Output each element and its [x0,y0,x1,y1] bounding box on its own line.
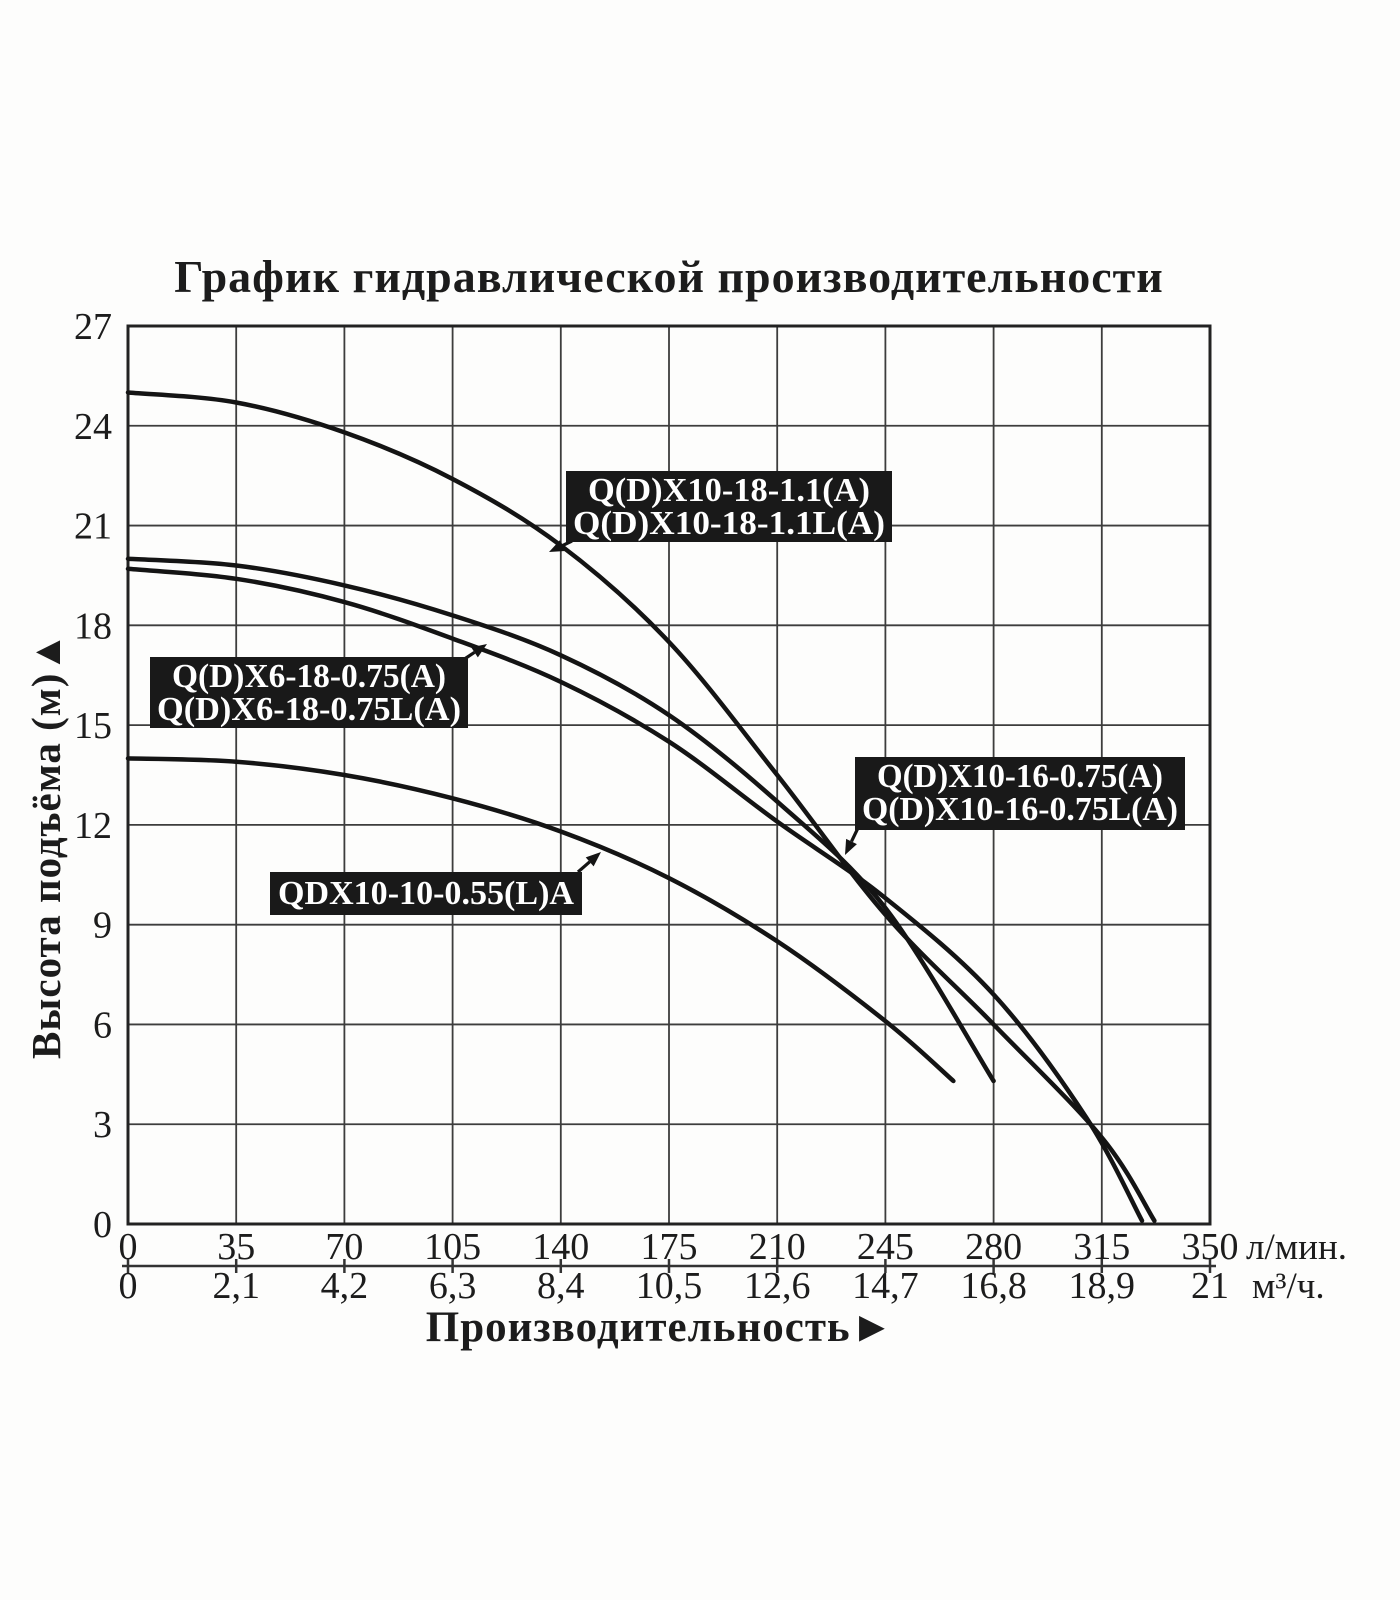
x-axis-title: Производительность► [426,1304,894,1351]
y-tick-label: 21 [74,506,112,548]
series-label-text: Q(D)X10-18-1.1(A) [588,472,870,509]
x-secondary-tick-labels: 0 2,1 4,2 6,3 8,4 10,5 12,6 14,7 16,8 18,9 21 [119,1265,1230,1307]
x-tick-label-m3h: 6,3 [429,1265,477,1307]
x-axis-unit-secondary: м³/ч. [1252,1266,1325,1307]
leader-arrow-icon [585,852,601,867]
series-label-box [566,471,892,542]
chart-title: График гидравлической производительности [174,251,1164,302]
curve-q-d-x10-18-1-1-a- [125,390,1157,1223]
series-label-box [150,657,468,728]
series-label-box [855,757,1185,830]
y-tick-label: 3 [93,1104,112,1146]
series-label-box [270,872,582,915]
x-tick-label-m3h: 18,9 [1069,1265,1136,1307]
series-leader [576,852,601,874]
x-tick-label-m3h: 2,1 [212,1265,260,1307]
series-label: Q(D)X10-18-1.1(A)Q(D)X10-18-1.1L(A) [566,471,892,542]
y-tick-label: 12 [74,805,112,847]
x-tick-label-m3h: 14,7 [852,1265,919,1307]
series-label-text: QDX10-10-0.55(L)A [278,875,574,912]
x-primary-tick-labels: 0 35 70 105 140 175 210 245 280 315 350 [119,1226,1239,1268]
curve-q-d-x10-16-0-75-a- [125,566,1145,1223]
plot-border [126,324,1212,1226]
series-leader [845,827,860,855]
series-label-text: Q(D)X10-16-0.75(A) [877,758,1163,795]
y-tick-label: 6 [93,1004,112,1046]
series-label-text: Q(D)X6-18-0.75L(A) [157,691,461,728]
x-tick-label-m3h: 21 [1191,1265,1229,1307]
series-label: Q(D)X6-18-0.75(A)Q(D)X6-18-0.75L(A) [150,657,468,728]
curve-qdx10-10-0-55-l-a [125,756,956,1084]
series-label-text: Q(D)X10-18-1.1L(A) [573,505,885,542]
chart-generated-layers: 0 3 6 9 12 15 18 21 24 27 0 35 70 105 140 175 210 245 280 3… [74,306,1239,1307]
y-tick-label: 9 [93,905,112,947]
series-label-text: Q(D)X10-16-0.75L(A) [862,791,1178,828]
leader-line [576,860,591,874]
x-tick-label-m3h: 0 [119,1265,138,1307]
leader-line [850,827,860,843]
leader-arrow-icon [549,540,566,552]
secondary-axis-ticks [126,1259,1212,1273]
x-tick-label-m3h: 4,2 [321,1265,369,1307]
x-tick-label-m3h: 16,8 [960,1265,1027,1307]
series-label-text: Q(D)X6-18-0.75(A) [172,658,446,695]
leader-arrow-icon [845,838,857,855]
x-tick-label-lmin: 0 [119,1226,138,1268]
x-tick-label-m3h: 8,4 [537,1265,585,1307]
series-label: Q(D)X10-16-0.75(A)Q(D)X10-16-0.75L(A) [855,757,1185,830]
y-tick-label: 27 [74,306,112,348]
y-tick-label: 24 [74,406,112,448]
curve-q-d-x6-18-0-75-a- [125,556,996,1084]
x-tick-label-m3h: 12,6 [744,1265,811,1307]
y-tick-label: 18 [74,605,112,647]
y-axis-title: Высота подъёма (м)▲ [23,631,69,1059]
leader-arrow-icon [471,644,487,658]
x-tick-label-m3h: 10,5 [636,1265,703,1307]
series-label: QDX10-10-0.55(L)A [270,872,582,915]
y-tick-labels: 0 3 6 9 12 15 18 21 24 27 [74,306,112,1246]
x-axis-unit-primary: л/мин. [1246,1227,1347,1268]
y-tick-label: 15 [74,705,112,747]
y-tick-label: 0 [93,1204,112,1246]
